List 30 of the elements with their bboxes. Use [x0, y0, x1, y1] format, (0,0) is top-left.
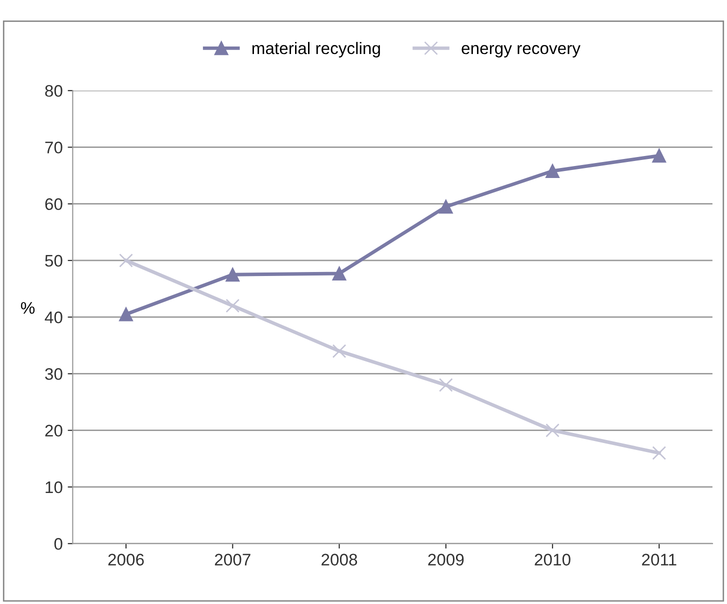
point [438, 200, 453, 214]
point [546, 164, 560, 178]
point [652, 446, 666, 460]
point [438, 378, 453, 392]
y-tick-label: 40 [44, 312, 62, 324]
point [332, 266, 346, 280]
y-axis-title: % [20, 302, 35, 314]
x-tick-label: 2007 [214, 554, 250, 566]
x-tick-label: 2011 [642, 554, 676, 566]
y-tick-label: 50 [45, 254, 62, 267]
point [652, 148, 666, 163]
y-tick-label: 30 [45, 368, 62, 380]
point [546, 423, 560, 438]
x-tick-label: 2009 [428, 554, 464, 566]
x-tick-label: 2006 [108, 554, 144, 566]
point [119, 254, 133, 268]
y-tick-label: 60 [45, 198, 62, 210]
point [119, 307, 133, 322]
y-tick-label: 80 [45, 85, 62, 97]
point [332, 344, 346, 358]
y-tick-label: 10 [46, 481, 62, 494]
y-tick-label: 0 [54, 538, 62, 550]
legend-label: material recycling [252, 42, 380, 58]
point [226, 298, 240, 313]
point [226, 268, 240, 282]
legend-label: energy recovery [462, 45, 580, 58]
y-tick-label: 70 [45, 142, 62, 154]
y-tick-label: 20 [45, 424, 62, 437]
x-tick-label: 2008 [322, 554, 358, 566]
x-tick-label: 2010 [534, 554, 570, 566]
